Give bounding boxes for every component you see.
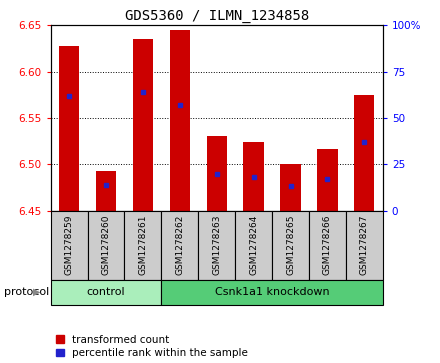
Bar (198, 211, 235, 280)
Bar (170, 30, 190, 211)
Text: ▶: ▶ (33, 287, 40, 297)
Bar (354, 95, 374, 211)
Bar (88, 211, 125, 280)
Text: Csnk1a1 knockdown: Csnk1a1 knockdown (215, 287, 330, 297)
Text: GSM1278262: GSM1278262 (175, 215, 184, 275)
Text: GSM1278259: GSM1278259 (65, 215, 73, 275)
Bar (125, 211, 161, 280)
Bar (51, 280, 161, 305)
Bar (317, 150, 337, 211)
Text: GSM1278263: GSM1278263 (212, 215, 221, 275)
Text: GSM1278261: GSM1278261 (138, 215, 147, 275)
Text: GSM1278265: GSM1278265 (286, 215, 295, 275)
Bar (133, 39, 153, 211)
Bar (161, 211, 198, 280)
Bar (280, 164, 301, 211)
Bar (161, 280, 383, 305)
Text: control: control (87, 287, 125, 297)
Bar (206, 136, 227, 211)
Bar (51, 211, 88, 280)
Bar (243, 142, 264, 211)
Bar (309, 211, 346, 280)
Text: GSM1278267: GSM1278267 (360, 215, 369, 275)
Bar (235, 211, 272, 280)
Title: GDS5360 / ILMN_1234858: GDS5360 / ILMN_1234858 (125, 9, 309, 23)
Text: GSM1278264: GSM1278264 (249, 215, 258, 275)
Text: protocol: protocol (4, 287, 50, 297)
Bar (272, 211, 309, 280)
Bar (346, 211, 383, 280)
Bar (59, 46, 79, 211)
Text: GSM1278266: GSM1278266 (323, 215, 332, 275)
Bar (96, 171, 116, 211)
Text: GSM1278260: GSM1278260 (102, 215, 110, 275)
Legend: transformed count, percentile rank within the sample: transformed count, percentile rank withi… (56, 335, 248, 358)
